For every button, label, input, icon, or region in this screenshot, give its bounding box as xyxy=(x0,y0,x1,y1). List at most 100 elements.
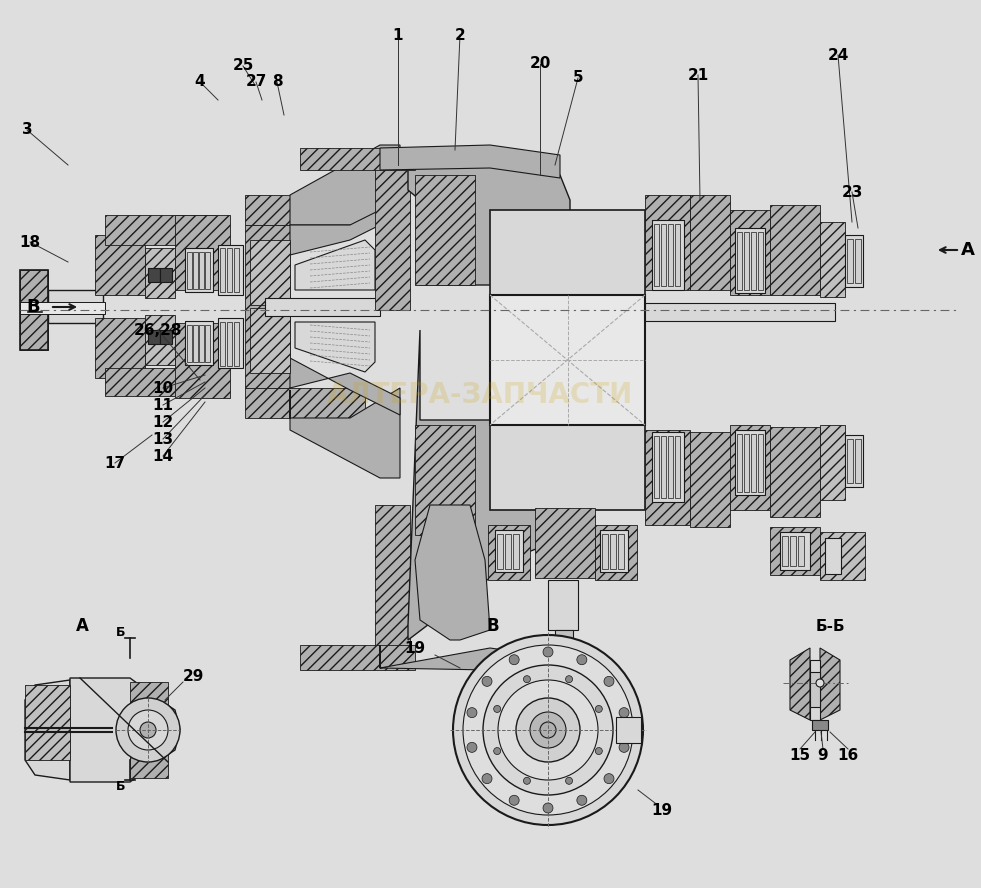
Bar xyxy=(595,525,637,580)
Bar xyxy=(548,580,578,630)
Bar xyxy=(199,252,204,289)
Circle shape xyxy=(140,722,156,738)
Text: 17: 17 xyxy=(104,456,126,471)
Bar xyxy=(820,532,865,580)
Text: 25: 25 xyxy=(232,59,254,74)
Bar xyxy=(730,425,770,510)
Bar xyxy=(737,232,742,290)
Text: 11: 11 xyxy=(152,398,174,413)
Bar xyxy=(652,432,684,502)
Bar xyxy=(193,325,198,362)
Bar xyxy=(758,434,763,492)
Polygon shape xyxy=(290,388,400,478)
Bar xyxy=(48,290,103,308)
Text: 19: 19 xyxy=(404,640,426,655)
Circle shape xyxy=(595,705,602,712)
Text: 4: 4 xyxy=(194,75,205,90)
Bar xyxy=(48,305,103,323)
Bar xyxy=(780,532,810,570)
Bar xyxy=(790,536,796,566)
Circle shape xyxy=(482,773,492,783)
Polygon shape xyxy=(70,678,180,782)
Bar xyxy=(513,534,519,569)
Bar xyxy=(175,215,230,290)
Polygon shape xyxy=(295,322,375,372)
Bar xyxy=(675,224,680,286)
Text: В: В xyxy=(26,298,40,316)
Circle shape xyxy=(128,710,168,750)
Bar xyxy=(798,536,804,566)
Bar xyxy=(130,682,168,778)
Text: 2: 2 xyxy=(454,28,465,43)
Bar xyxy=(490,295,645,425)
Text: 12: 12 xyxy=(152,415,174,430)
Bar xyxy=(845,235,863,287)
Text: 9: 9 xyxy=(818,748,828,763)
Bar xyxy=(245,225,290,388)
Text: 18: 18 xyxy=(20,234,40,250)
Bar xyxy=(185,248,213,292)
Polygon shape xyxy=(290,358,400,415)
Text: 19: 19 xyxy=(651,803,673,818)
Bar xyxy=(820,425,845,500)
Circle shape xyxy=(498,680,598,780)
Circle shape xyxy=(619,742,629,752)
Circle shape xyxy=(566,676,573,683)
Circle shape xyxy=(493,705,500,712)
Bar xyxy=(175,323,230,398)
Bar xyxy=(810,660,820,720)
Polygon shape xyxy=(25,680,70,780)
Bar xyxy=(618,534,624,569)
Bar xyxy=(25,685,70,760)
Bar xyxy=(205,252,210,289)
Bar xyxy=(737,434,742,492)
Bar xyxy=(744,232,749,290)
Bar xyxy=(375,155,410,310)
Bar xyxy=(199,325,204,362)
Bar xyxy=(751,232,756,290)
Bar xyxy=(847,239,853,283)
Bar xyxy=(218,245,243,295)
Text: 27: 27 xyxy=(245,75,267,90)
Polygon shape xyxy=(290,145,400,225)
Bar xyxy=(675,436,680,498)
Circle shape xyxy=(530,712,566,748)
Circle shape xyxy=(543,647,553,657)
Bar xyxy=(770,427,820,517)
Polygon shape xyxy=(415,505,490,640)
Bar xyxy=(751,434,756,492)
Circle shape xyxy=(509,654,519,665)
Circle shape xyxy=(543,803,553,813)
Text: 29: 29 xyxy=(182,669,204,684)
Bar xyxy=(490,210,645,305)
Circle shape xyxy=(524,777,531,784)
Bar xyxy=(234,248,239,292)
Circle shape xyxy=(604,773,614,783)
Bar xyxy=(265,298,380,316)
Bar xyxy=(668,436,673,498)
Bar xyxy=(730,210,770,295)
Bar xyxy=(105,368,215,396)
Bar xyxy=(645,195,690,290)
Bar xyxy=(535,508,595,578)
Bar xyxy=(20,30,960,620)
Bar xyxy=(148,268,160,282)
Bar xyxy=(145,315,175,365)
Circle shape xyxy=(116,698,180,762)
Text: 1: 1 xyxy=(392,28,403,43)
Bar xyxy=(250,308,290,373)
Text: 26,28: 26,28 xyxy=(133,322,182,337)
Polygon shape xyxy=(295,240,375,290)
Bar xyxy=(602,534,608,569)
Text: 24: 24 xyxy=(827,47,849,62)
Bar xyxy=(488,525,530,580)
Bar xyxy=(855,239,861,283)
Text: АЛТЕРА-ЗАПЧАСТИ: АЛТЕРА-ЗАПЧАСТИ xyxy=(327,381,634,409)
Bar xyxy=(654,436,659,498)
Bar xyxy=(245,195,365,225)
Bar xyxy=(661,224,666,286)
Circle shape xyxy=(577,654,587,665)
Bar xyxy=(810,672,820,707)
Bar xyxy=(600,530,628,572)
Bar xyxy=(645,303,835,321)
